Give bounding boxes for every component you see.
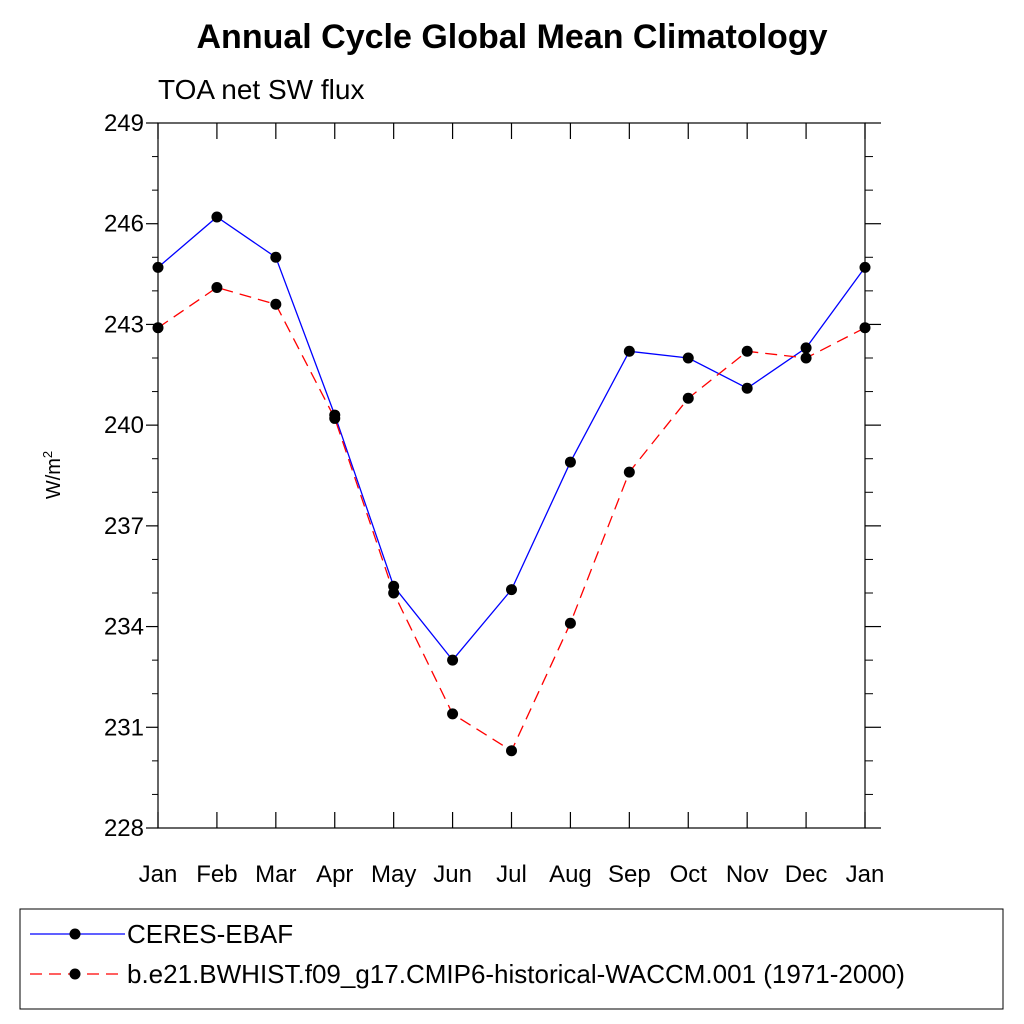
x-tick-label: Feb — [196, 861, 237, 888]
y-tick-label: 246 — [104, 211, 144, 238]
y-tick-label: 231 — [104, 714, 144, 741]
y-tick-label: 228 — [104, 815, 144, 842]
x-tick-label: Apr — [316, 861, 353, 888]
data-point-series-0 — [682, 352, 694, 364]
data-point-series-1 — [741, 345, 753, 357]
legend-swatch-marker-1 — [69, 968, 81, 980]
x-tick-label: Jan — [846, 861, 885, 888]
y-tick-label: 234 — [104, 614, 144, 641]
data-point-series-0 — [859, 261, 871, 273]
x-tick-label: Jan — [139, 861, 178, 888]
y-axis-label: W/m2 — [40, 451, 65, 499]
x-tick-label: Aug — [549, 861, 592, 888]
data-point-series-0 — [800, 342, 812, 354]
series-line-1 — [157, 286, 866, 752]
data-point-series-1 — [447, 708, 459, 720]
data-point-series-0 — [447, 654, 459, 666]
legend-label-0: CERES-EBAF — [127, 919, 293, 949]
data-point-series-1 — [800, 352, 812, 364]
axes: 228 231 234 237 240 243 246 249 Jan Feb Mar Apr May J… — [104, 110, 884, 888]
data-point-series-0 — [270, 251, 282, 263]
data-point-series-1 — [506, 745, 517, 757]
series-layer — [152, 211, 871, 757]
legend-box — [19, 908, 1004, 1010]
x-tick-label: Dec — [785, 861, 828, 888]
y-tick-label: 243 — [104, 311, 144, 338]
y-tick-label: 249 — [104, 110, 144, 137]
y-tick-label: 240 — [104, 412, 144, 439]
data-point-series-0 — [506, 584, 517, 596]
y-axis-label-unit: W/m — [43, 458, 65, 499]
x-tick-label: Mar — [255, 861, 296, 888]
data-point-series-0 — [152, 261, 164, 273]
chart-title: Annual Cycle Global Mean Climatology — [197, 18, 828, 56]
data-point-series-1 — [682, 392, 694, 404]
plot-frame — [157, 122, 866, 829]
data-point-series-1 — [388, 587, 400, 599]
x-tick-label: Jul — [496, 861, 527, 888]
data-point-series-1 — [211, 282, 223, 293]
data-point-series-0 — [623, 345, 635, 357]
data-point-series-1 — [859, 322, 871, 334]
data-point-series-0 — [741, 382, 753, 394]
data-point-series-1 — [564, 617, 576, 629]
legend-swatch-marker-0 — [69, 928, 81, 940]
data-point-series-1 — [270, 298, 282, 310]
x-tick-label: Oct — [670, 861, 708, 888]
data-point-series-1 — [623, 466, 635, 478]
data-point-series-1 — [329, 412, 341, 424]
x-tick-label: Jun — [433, 861, 472, 888]
data-point-series-0 — [211, 211, 223, 223]
x-tick-label: Nov — [726, 861, 769, 888]
data-point-series-0 — [564, 456, 576, 468]
data-point-series-1 — [152, 322, 164, 334]
y-tick-label: 237 — [104, 513, 144, 540]
legend-label-1: b.e21.BWHIST.f09_g17.CMIP6-historical-WA… — [127, 959, 905, 989]
y-axis-label-superscript: 2 — [40, 451, 55, 458]
legend: CERES-EBAF b.e21.BWHIST.f09_g17.CMIP6-his… — [30, 919, 905, 989]
chart-subtitle: TOA net SW flux — [158, 74, 364, 105]
x-tick-label: May — [371, 861, 416, 888]
x-tick-label: Sep — [608, 861, 651, 888]
